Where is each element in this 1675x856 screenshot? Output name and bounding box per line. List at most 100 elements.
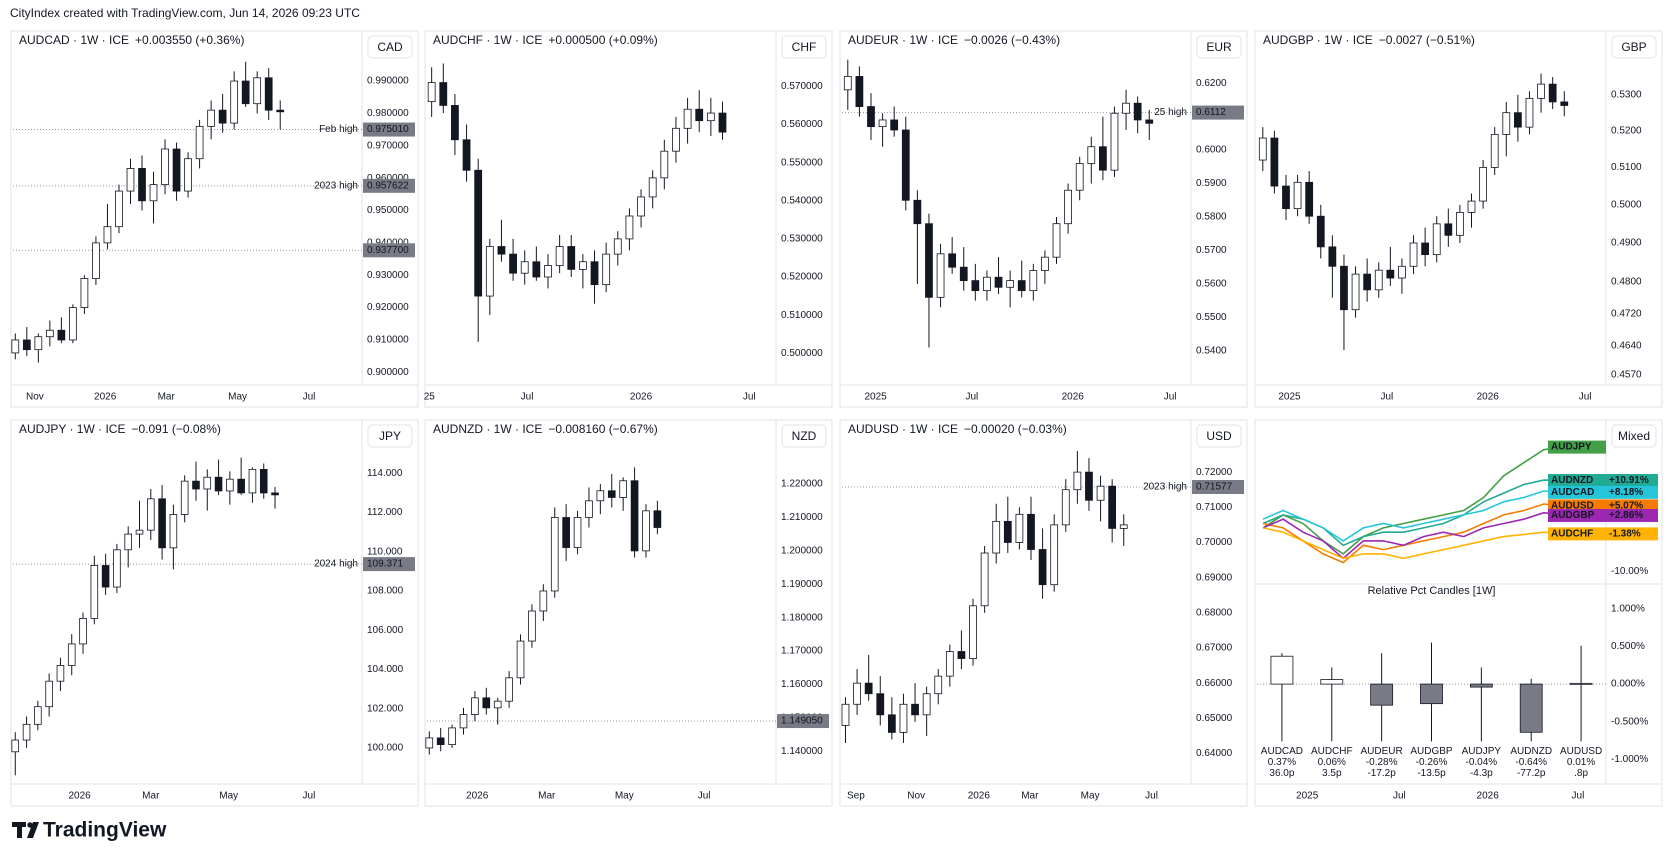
candle-body [642,510,650,552]
marker-value: 0.6112 [1196,107,1226,118]
candle-body [994,276,1003,288]
marker-value: 0.71577 [1196,482,1233,493]
unit-label: GBP [1621,40,1646,54]
x-tick-label: 2025 [864,392,887,403]
candle-body [841,703,850,726]
candle-name: AUDCHF [1311,746,1353,757]
y-tick-label: 0.6200 [1196,78,1227,89]
unit-box [1196,424,1242,448]
price-change: −0.091 (−0.08%) [131,422,220,436]
chart-title: AUDGBP · 1W · ICE [1263,33,1373,47]
y-tick-label: 0.68000 [1196,607,1233,618]
candle-body [459,714,468,729]
panel [839,30,1248,408]
candle-body [101,565,110,588]
candle-body [1479,167,1487,202]
unit-label: CAD [377,40,403,54]
candle-body [555,246,564,266]
x-tick-label: 2026 [69,791,92,802]
series-label-box [1548,485,1658,499]
candle-pips: -77.2p [1517,768,1546,779]
candle-body [1469,683,1493,688]
candle-body [1351,273,1360,311]
candle-body [1456,212,1464,236]
y-tick-label: 1.200000 [781,546,823,557]
y-tick-label: 108.000 [367,586,404,597]
unit-label: EUR [1206,40,1232,54]
candle-name: AUDJPY [1462,746,1502,757]
candle-body [230,80,239,124]
candle-body [474,169,483,297]
candle-body [683,108,692,129]
candle-body [550,517,559,592]
candle-body [948,253,957,268]
marker-box [1192,479,1244,494]
candle-body [1015,513,1024,543]
candle-body [602,253,611,286]
y-tick-label: 0.4570 [1611,369,1642,380]
candle-body [1073,471,1082,491]
logo-icon [12,822,39,838]
candle-body [922,693,931,716]
y-tick-label: 0.5100 [1611,162,1642,173]
candle-body [1258,137,1267,161]
series-name: AUDUSD [1551,501,1594,512]
unit-box [781,424,827,448]
candle-body [1029,270,1038,292]
candle-body [451,105,459,141]
y-tick-label: 0.69000 [1196,572,1233,583]
candle-body [92,242,100,279]
panel [424,419,833,807]
candle-body [90,565,99,619]
price-change: −0.0026 (−0.43%) [964,33,1060,47]
candle-body [22,723,31,741]
x-tick-label: Jul [1572,791,1585,802]
candle-body [625,215,634,240]
candle-body [1027,513,1035,550]
marker-label: 2023 high [314,180,358,191]
candle-body [925,223,933,298]
panel [839,419,1248,807]
candle-body [138,168,146,202]
y-tick-label: 1.180000 [781,612,823,623]
candle-body [596,490,605,502]
candle-body [637,196,645,217]
y-tick-label: 0.65000 [1196,713,1233,724]
marker-value: 0.957622 [367,180,409,191]
y-tick-label: 0.5900 [1196,178,1227,189]
candle-body [578,261,587,270]
candle-pct: -0.64% [1515,757,1547,768]
y-tick-label: 0.530000 [781,234,823,245]
chart-title: AUDNZD · 1W · ICE [433,422,542,436]
marker-box [363,243,415,258]
candle-body [505,677,513,702]
candle-body [237,478,245,494]
candle-body [34,706,42,725]
x-tick-label: 2026 [1477,392,1500,403]
candle-body [1519,683,1543,733]
marker-box [363,122,415,137]
series-line [1262,527,1564,560]
series-last-label: +5.07% [1609,501,1643,512]
panel [10,419,419,807]
candle-name: AUDEUR [1361,746,1403,757]
candle-body [630,480,639,552]
candle-body [11,339,20,354]
candle-body [1316,215,1325,248]
candle-body [843,76,852,91]
y-tick-label: 0.910000 [367,335,409,346]
x-tick-label: Jul [521,392,534,403]
y-tick-label: 0.5400 [1196,346,1227,357]
candle-body [147,498,155,531]
candle-body [1017,280,1026,292]
candle-name: AUDNZD [1510,746,1552,757]
candle-body [1444,223,1453,236]
y-tick-label: 114.000 [367,468,403,479]
x-tick-label: Jul [965,392,978,403]
candle-body [1110,112,1119,171]
candle-body [113,549,121,588]
y-tick-label: 112.000 [367,507,403,518]
candle-body [1569,682,1593,685]
